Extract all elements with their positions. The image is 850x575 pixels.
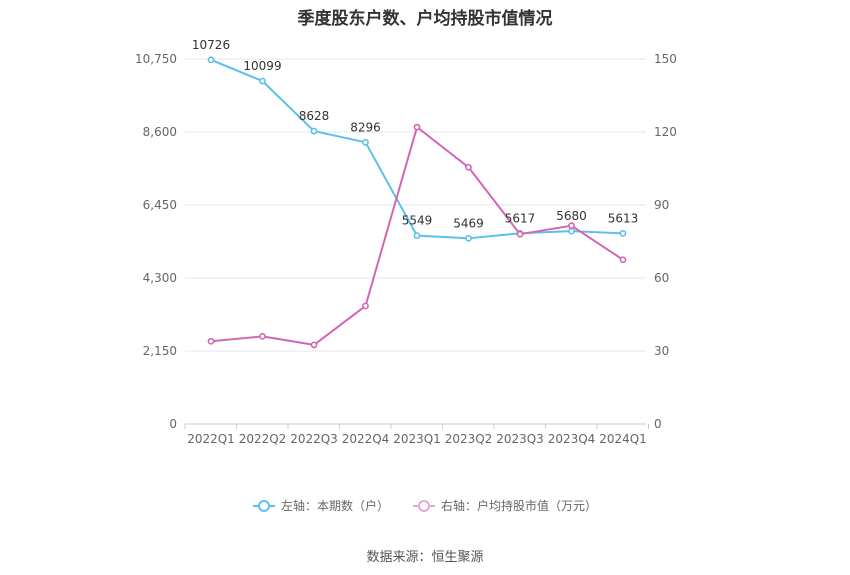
source-note: 数据来源：恒生聚源: [366, 550, 484, 565]
series-point-1: [516, 230, 524, 238]
legend-marker-avg-holding: [413, 499, 435, 512]
x-tick-label: 2022Q2: [239, 432, 287, 446]
data-label: 5680: [556, 209, 587, 223]
x-tick-label: 2024Q1: [599, 432, 647, 446]
left-tick-label: 2,150: [143, 344, 177, 358]
legend-item-households[interactable]: 左轴：本期数（户）: [252, 497, 389, 514]
right-tick-label: 150: [654, 52, 677, 66]
left-tick-label: 4,300: [143, 271, 177, 285]
chart-title: 季度股东户数、户均持股市值情况: [297, 9, 553, 29]
right-tick-label: 0: [654, 417, 662, 431]
data-label: 5617: [505, 211, 536, 225]
legend-label-households: 左轴：本期数（户）: [280, 499, 389, 513]
x-tick-label: 2023Q3: [496, 432, 544, 446]
x-tick-label: 2022Q1: [187, 432, 235, 446]
x-tick-label: 2023Q1: [393, 432, 441, 446]
left-tick-label: 10,750: [135, 52, 177, 66]
data-label: 8628: [299, 109, 330, 123]
right-tick-label: 30: [654, 344, 669, 358]
legend: 左轴：本期数（户） 右轴：户均持股市值（万元）: [0, 497, 850, 514]
data-label: 10726: [192, 38, 230, 52]
data-label: 5549: [402, 214, 433, 228]
series-point-1: [413, 123, 421, 131]
left-tick-label: 6,450: [143, 198, 177, 212]
data-label: 5613: [608, 211, 639, 225]
series-point-1: [310, 341, 318, 349]
data-label: 8296: [350, 120, 381, 134]
legend-label-avg-holding: 右轴：户均持股市值（万元）: [441, 499, 598, 513]
series-point-0: [310, 127, 318, 135]
series-point-1: [207, 337, 215, 345]
data-labels: 10726 10099 8628 8296 5549 5469 5617 5680 5613: [192, 38, 638, 230]
series-point-1: [259, 332, 266, 340]
grid-lines: [185, 58, 646, 425]
x-axis: 2022Q1 2022Q2 2022Q3 2022Q4 2023Q1 2023Q2 2023…: [184, 424, 649, 446]
legend-marker-households: [252, 499, 275, 512]
series-point-0: [413, 232, 421, 239]
left-tick-label: 8,600: [143, 125, 177, 139]
series-point-1: [362, 302, 369, 310]
data-label: 5469: [453, 216, 484, 230]
left-axis-ticks: 0 2,150 4,300 6,450 8,600 10,750: [135, 52, 177, 431]
right-tick-label: 120: [654, 125, 677, 139]
series-point-0: [207, 56, 215, 64]
series-point-0: [568, 227, 575, 235]
data-label: 10099: [243, 59, 281, 73]
right-tick-label: 90: [654, 198, 669, 212]
series-point-1: [619, 256, 627, 264]
series-point-0: [465, 234, 472, 242]
series-point-1: [568, 222, 575, 230]
left-tick-label: 0: [169, 417, 177, 431]
series-point-0: [619, 230, 627, 237]
x-tick-label: 2023Q2: [445, 432, 493, 446]
series-point-1: [465, 163, 472, 171]
x-tick-label: 2022Q3: [290, 432, 338, 446]
right-tick-label: 60: [654, 271, 669, 285]
series-point-0: [259, 77, 266, 85]
legend-item-avg-holding[interactable]: 右轴：户均持股市值（万元）: [413, 497, 597, 514]
series-layer: [207, 56, 627, 349]
series-point-0: [362, 138, 369, 146]
x-tick-label: 2023Q4: [548, 432, 596, 446]
x-tick-label: 2022Q4: [342, 432, 390, 446]
right-axis-ticks: 0 30 60 90 120 150: [654, 52, 677, 431]
